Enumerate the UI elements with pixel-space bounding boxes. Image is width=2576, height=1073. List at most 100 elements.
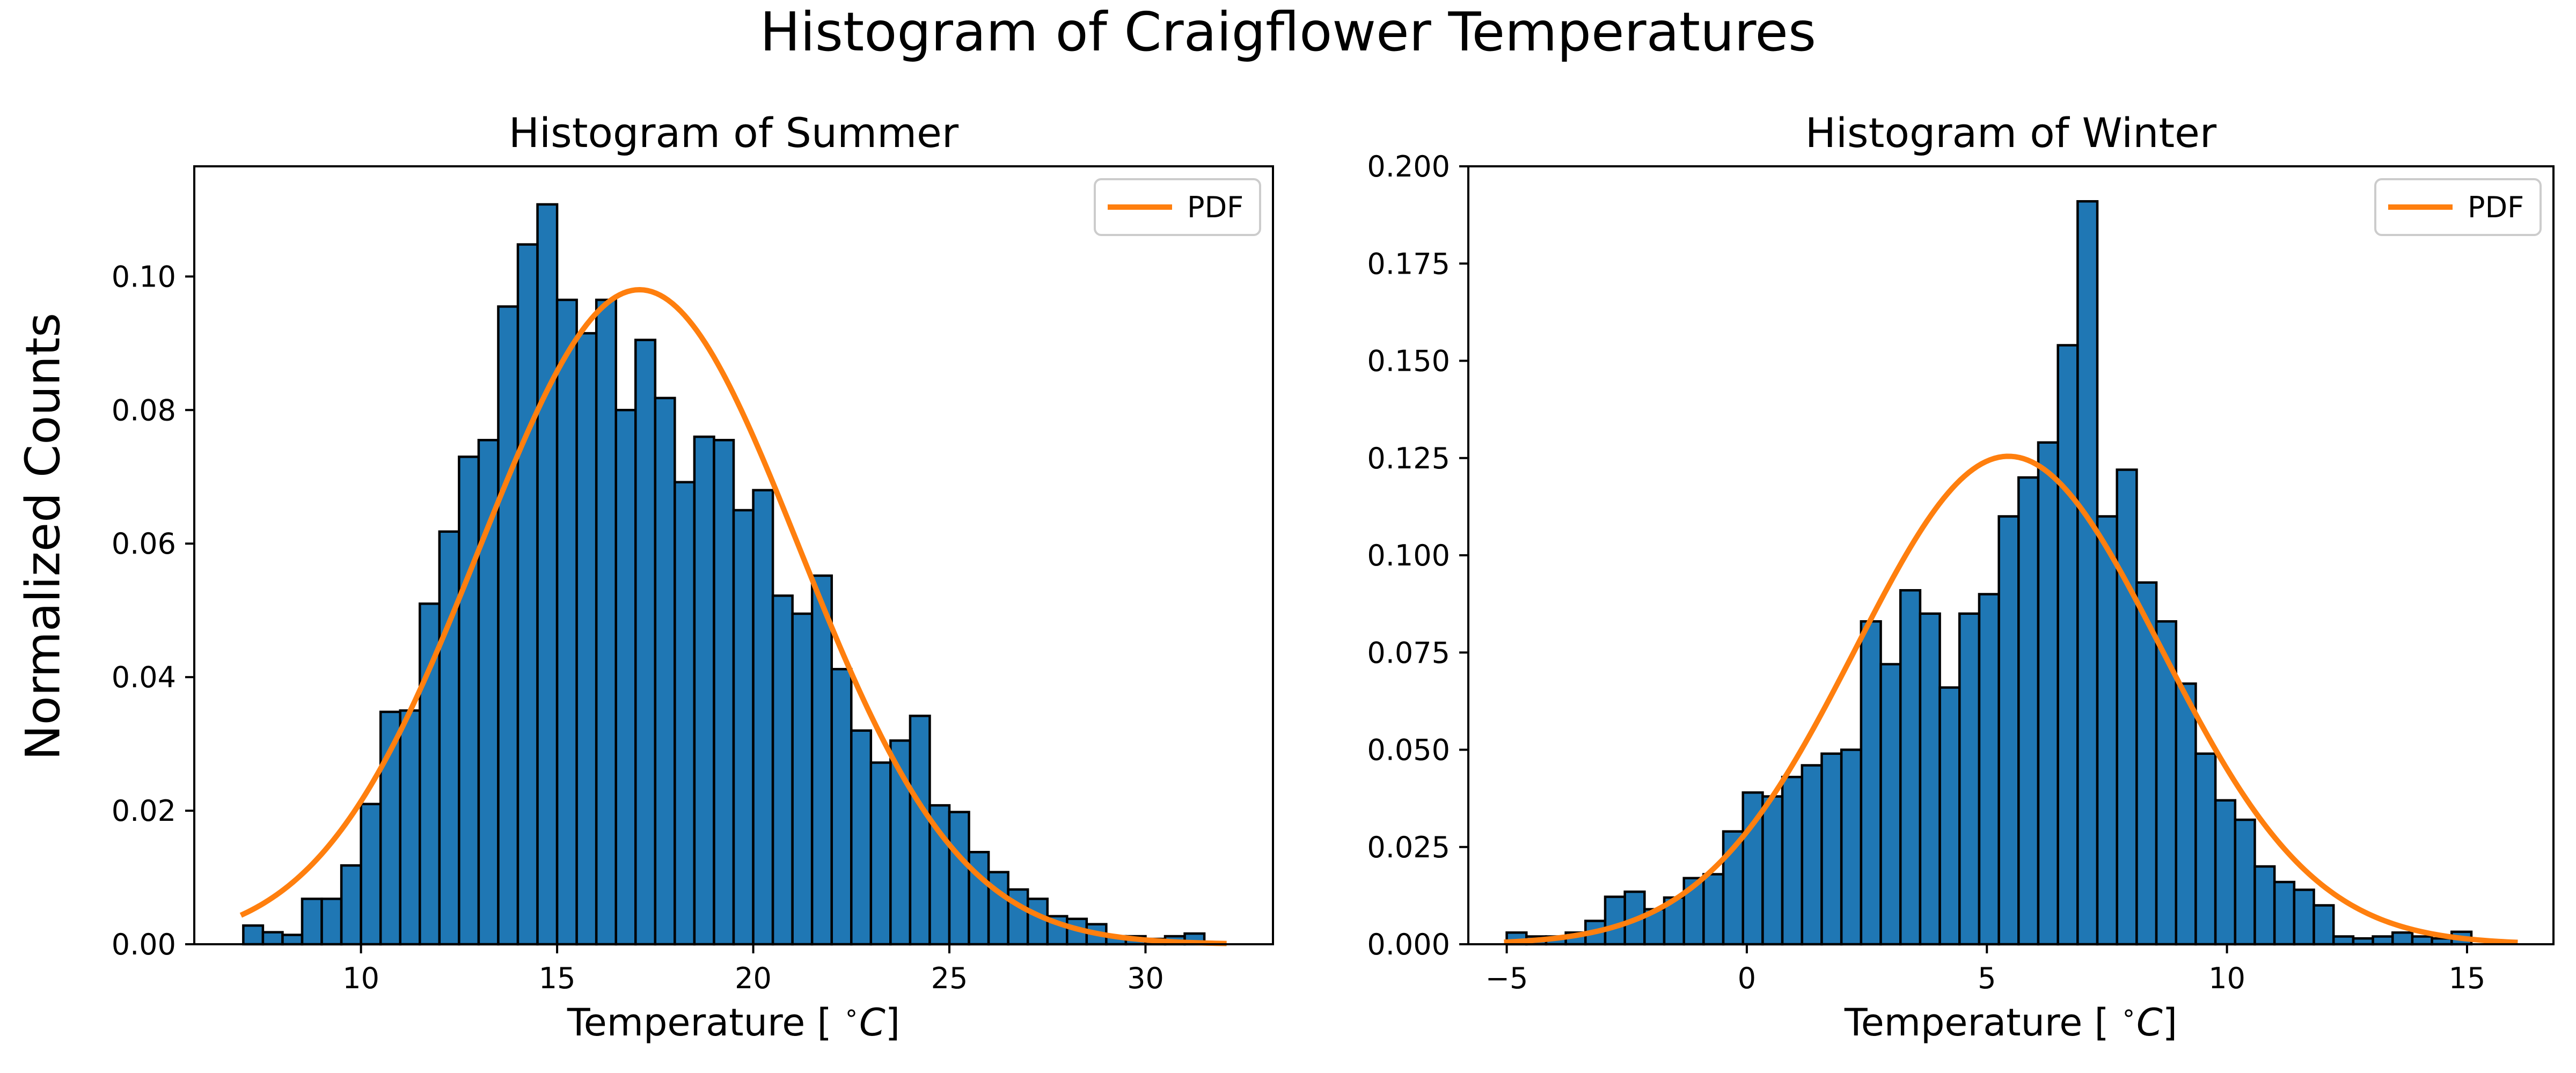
summer-bar: [987, 871, 1009, 946]
summer-bar: [1026, 898, 1049, 946]
summer-bar: [301, 898, 323, 946]
winter-bar: [2312, 904, 2335, 946]
winter-bar: [2253, 865, 2276, 946]
summer-bar: [536, 203, 559, 946]
winter-legend-box: [2374, 178, 2542, 236]
summer-y-tick-label: 0.00: [112, 928, 176, 961]
winter-bar: [2096, 515, 2118, 946]
winter-y-tick-label: 0.200: [1367, 150, 1450, 183]
winter-bar: [1860, 620, 1882, 946]
winter-y-tick-label: 0.025: [1367, 831, 1450, 864]
summer-bar: [674, 481, 696, 946]
summer-bar: [634, 339, 657, 946]
winter-x-tick-label: 0: [1738, 961, 1756, 995]
winter-bar: [1879, 663, 1902, 946]
summer-legend: PDF: [1094, 178, 1261, 236]
winter-chart-title: Histogram of Winter: [1805, 109, 2217, 157]
summer-bar: [595, 298, 617, 946]
summer-y-tick-label: 0.04: [112, 660, 176, 694]
winter-x-tick-label: −5: [1485, 961, 1528, 995]
winter-bar: [2057, 344, 2079, 946]
summer-x-tick-label: 30: [1127, 961, 1164, 995]
winter-bar: [2234, 818, 2256, 946]
winter-bar: [1978, 593, 2000, 946]
summer-bars: [242, 203, 1206, 946]
winter-y-tick-label: 0.125: [1367, 442, 1450, 475]
summer-bar: [516, 243, 539, 946]
winter-bar: [1604, 895, 1626, 946]
winter-bar: [2017, 476, 2040, 946]
winter-bar: [2076, 200, 2099, 946]
summer-bar: [693, 435, 715, 946]
winter-bar: [1938, 686, 1961, 946]
summer-axes-frame: [193, 165, 1274, 945]
summer-x-tick-label: 20: [735, 961, 772, 995]
summer-chart-title: Histogram of Summer: [509, 109, 959, 157]
winter-bar: [2391, 931, 2414, 946]
summer-bar: [261, 931, 284, 946]
winter-y-tick-label: 0.100: [1367, 539, 1450, 572]
summer-x-axis-label: Temperature [ ∘C]: [567, 998, 900, 1045]
winter-legend-label: PDF: [2468, 190, 2524, 224]
summer-y-tick-label: 0.02: [112, 794, 176, 828]
summer-bar: [555, 298, 578, 946]
winter-bar: [1820, 752, 1843, 946]
winter-pdf-line: [1504, 453, 2518, 945]
winter-bar: [2293, 888, 2315, 946]
winter-bar: [2332, 935, 2355, 946]
winter-legend: PDF: [2374, 178, 2542, 236]
summer-legend-box: [1094, 178, 1261, 236]
winter-bar: [1997, 515, 2020, 946]
winter-bar: [2116, 468, 2138, 946]
winter-bar: [2194, 752, 2217, 946]
summer-bar: [438, 530, 460, 946]
summer-pdf-line: [239, 287, 1227, 946]
winter-bar: [2175, 682, 2197, 946]
summer-histogram-chart: 10 15 20 25 30 0.00 0.02 0.04 0.06 0.08 0.10 Histog…: [112, 109, 1274, 1045]
summer-bar: [654, 396, 676, 946]
summer-bar: [281, 934, 304, 946]
winter-bar: [1840, 748, 1863, 946]
summer-bar: [791, 612, 814, 946]
winter-bar: [2214, 799, 2237, 946]
winter-bar: [1958, 612, 1981, 946]
winter-bar: [1801, 764, 1823, 946]
summer-bar: [948, 811, 970, 946]
summer-bar: [752, 489, 774, 946]
winter-y-tick-label: 0.150: [1367, 344, 1450, 378]
winter-bar: [1702, 873, 1725, 946]
summer-y-tick-label: 0.06: [112, 527, 176, 561]
summer-bar: [458, 455, 480, 946]
summer-bar: [399, 709, 421, 946]
winter-bar: [1919, 612, 1941, 946]
winter-bar: [2037, 441, 2059, 946]
summer-bar: [320, 898, 343, 946]
summer-bar: [242, 924, 265, 946]
summer-legend-label: PDF: [1187, 190, 1243, 224]
winter-y-tick-label: 0.050: [1367, 733, 1450, 767]
winter-y-tick-label: 0.175: [1367, 247, 1450, 281]
summer-x-tick-label: 25: [931, 961, 968, 995]
summer-bar: [340, 864, 362, 946]
summer-bar: [732, 509, 755, 946]
summer-bar: [810, 574, 833, 946]
summer-x-tick-label: 10: [342, 961, 379, 995]
winter-x-tick-label: 15: [2449, 961, 2486, 995]
summer-bar: [909, 715, 931, 946]
winter-x-tick-label: 10: [2208, 961, 2245, 995]
summer-bar: [497, 305, 519, 946]
winter-x-axis-label: Temperature [ ∘C]: [1844, 998, 2177, 1045]
winter-bars: [1505, 200, 2473, 946]
summer-bar: [771, 594, 794, 946]
winter-bar: [2411, 935, 2433, 946]
summer-bar: [830, 667, 853, 946]
winter-bar: [1899, 589, 1922, 946]
winter-bar: [1761, 795, 1784, 946]
winter-y-tick-label: 0.000: [1367, 928, 1450, 961]
summer-bar: [850, 729, 873, 946]
winter-histogram-chart: −5 0 5 10 15 0.000 0.025 0.050 0.075 0.100 0.125 0.…: [1367, 109, 2555, 1045]
winter-bar: [1781, 776, 1804, 946]
summer-bar: [614, 409, 637, 946]
summer-y-tick-label: 0.10: [112, 260, 176, 293]
